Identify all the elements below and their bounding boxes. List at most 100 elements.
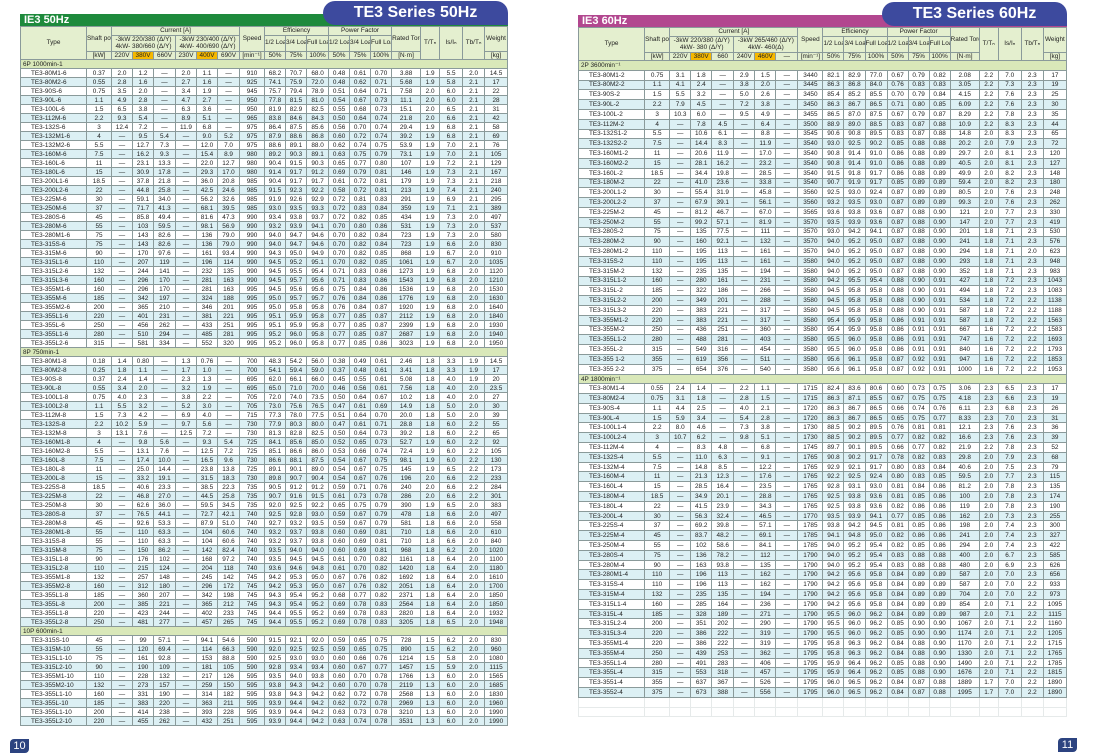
cell-eff-75: 94.0 bbox=[285, 545, 308, 555]
header-load-percent: 100% bbox=[928, 51, 951, 61]
cell-current-6: — bbox=[775, 295, 799, 306]
cell-eff-75: 95.8 bbox=[285, 302, 308, 312]
cell-current-6: 281 bbox=[216, 329, 241, 339]
cell-weight: 115 bbox=[1042, 471, 1068, 483]
cell-eff-100: 91.7 bbox=[864, 167, 888, 179]
cell-pf-100: 0.89 bbox=[928, 197, 951, 208]
cell-current-3: 222 bbox=[711, 628, 735, 640]
cell-eff-100: 85.5 bbox=[864, 393, 888, 404]
cell-rated-torque: 890 bbox=[391, 644, 422, 654]
table-row: TE3-160L-2 18.5—34.4 19.8—28.5—3540 91.5 91.… bbox=[577, 167, 1068, 179]
cell-current-2: 196 bbox=[690, 579, 713, 591]
cell-current-1: — bbox=[669, 255, 692, 267]
cell-is-in: 7.0 bbox=[439, 140, 464, 150]
cell-eff-100: 95.7 bbox=[306, 293, 330, 303]
cell-t-tn: 1.8 bbox=[978, 304, 999, 316]
cell-eff-50: 93.0 bbox=[822, 226, 845, 238]
cell-tb-tn: 2.2 bbox=[1020, 667, 1044, 679]
cell-current-5: 245 bbox=[196, 572, 218, 582]
cell-eff-100: 95.0 bbox=[306, 581, 330, 591]
cell-eff-75: 89.0 bbox=[843, 118, 866, 130]
cell-eff-50: 94.0 bbox=[822, 559, 845, 571]
header-volt-group-2: -3kW 230/400 (Δ/Y) 4kW- 400/690 (Δ/Y) bbox=[174, 34, 241, 52]
cell-current-3: 210 bbox=[153, 302, 176, 312]
cell-eff-75: 96.0 bbox=[843, 334, 866, 346]
cell-pf-75: 0.73 bbox=[349, 491, 372, 501]
cell-current-1: — bbox=[669, 324, 692, 336]
cell-eff-75: 90.8 bbox=[843, 128, 866, 140]
cell-tb-tn: 2.0 bbox=[462, 302, 486, 312]
cell-current-6: — bbox=[775, 167, 799, 179]
cell-current-2: 386 bbox=[690, 638, 713, 649]
table-row: TE3-280S-4 75—136 78.2—112—1790 94.0 95.2 95.… bbox=[577, 549, 1068, 561]
cell-eff-75: 95.9 bbox=[285, 320, 308, 330]
cell-current-5: 142 bbox=[196, 545, 218, 555]
cell-speed: 730 bbox=[239, 473, 266, 483]
cell-tb-tn: 1.9 bbox=[462, 365, 486, 375]
cell-t-tn: 1.6 bbox=[978, 334, 999, 346]
cell-type: TE3-355M1-10 bbox=[20, 671, 87, 681]
cell-type: TE3-160L-8 bbox=[20, 455, 87, 465]
cell-eff-50: 94.2 bbox=[822, 275, 845, 287]
cell-current-3: 262 bbox=[153, 716, 176, 726]
cell-tb-tn: 1.9 bbox=[462, 356, 486, 366]
cell-weight: 218 bbox=[484, 176, 509, 186]
cell-weight: 830 bbox=[484, 635, 509, 645]
cell-eff-100: 95.4 bbox=[864, 549, 888, 561]
cell-tb-tn: 2.0 bbox=[462, 662, 486, 672]
cell-eff-50: 94.4 bbox=[264, 608, 287, 618]
cell-tb-tn: 2.1 bbox=[462, 176, 486, 186]
table-row: TE3-225S-4 37—69.2 39.8—57.1—1785 93.8 94.2 9… bbox=[577, 520, 1068, 532]
cell-current-5: 2.1 bbox=[754, 402, 777, 414]
cell-t-tn: 1.6 bbox=[978, 353, 999, 365]
cell-tb-tn: 2.1 bbox=[462, 203, 486, 213]
cell-tb-tn: 2.0 bbox=[462, 545, 486, 555]
cell-weight: 1940 bbox=[484, 329, 509, 339]
cell-t-tn: 1.8 bbox=[978, 246, 999, 257]
cell-tb-tn: 2.3 bbox=[1020, 520, 1044, 532]
cell-current-2: 365 bbox=[132, 302, 154, 312]
cell-current-3: 49.4 bbox=[153, 212, 176, 222]
cell-current-5: 6.8 bbox=[196, 122, 218, 132]
cell-eff-75: 96.0 bbox=[843, 344, 866, 355]
table-row: TE3-132S-4 5.5—11.0 6.3—9.1—1765 90.8 90.2 91… bbox=[577, 451, 1068, 463]
empty-cell bbox=[711, 706, 735, 718]
cell-current-4: — bbox=[733, 667, 756, 679]
cell-current-6: 320 bbox=[216, 338, 241, 348]
cell-weight: 129 bbox=[484, 158, 509, 168]
empty-cell bbox=[1020, 696, 1044, 708]
cell-current-3: 124 bbox=[153, 563, 176, 573]
cell-tb-tn: 2.0 bbox=[462, 698, 486, 708]
cell-weight: 422 bbox=[1042, 540, 1068, 551]
cell-eff-100: 93.6 bbox=[864, 216, 888, 228]
cell-shaft-power: 75 bbox=[86, 545, 112, 555]
cell-pf-75: 0.88 bbox=[907, 246, 930, 257]
cell-current-1: — bbox=[669, 363, 692, 375]
cell-current-4: — bbox=[733, 549, 756, 561]
cell-current-4: — bbox=[175, 491, 197, 501]
cell-current-2: 135 bbox=[690, 226, 713, 238]
cell-speed: 730 bbox=[239, 419, 266, 429]
cell-eff-75: 94.7 bbox=[285, 230, 308, 240]
cell-t-tn: 1.9 bbox=[420, 212, 441, 222]
cell-eff-75: 86.8 bbox=[843, 79, 866, 91]
cell-type: TE3-100L-2 bbox=[577, 108, 646, 120]
group-label: 6P 1000min-1 bbox=[19, 59, 509, 69]
cell-pf-100: 0.91 bbox=[928, 363, 951, 375]
cell-current-4: — bbox=[733, 246, 756, 257]
cell-current-3: 119 bbox=[153, 257, 176, 267]
header-tb-tn: Tb/Tₙ bbox=[462, 26, 486, 60]
cell-type: TE3-112M-8 bbox=[20, 410, 87, 420]
cell-current-6: — bbox=[216, 365, 241, 375]
cell-pf-100: 0.89 bbox=[928, 569, 951, 581]
cell-current-1: — bbox=[111, 590, 133, 600]
cell-type: TE3-315L2-4 bbox=[577, 618, 646, 630]
cell-eff-50: 88.5 bbox=[822, 432, 845, 444]
cell-current-4: 9.8 bbox=[733, 432, 756, 444]
cell-pf-75: 0.88 bbox=[907, 148, 930, 159]
cell-type: TE3-160M1-2 bbox=[577, 148, 646, 159]
cell-current-1: — bbox=[669, 598, 692, 610]
cell-current-6: 150 bbox=[216, 680, 241, 690]
cell-pf-100: 0.75 bbox=[370, 635, 393, 645]
cell-eff-75: 95.2 bbox=[843, 236, 866, 248]
